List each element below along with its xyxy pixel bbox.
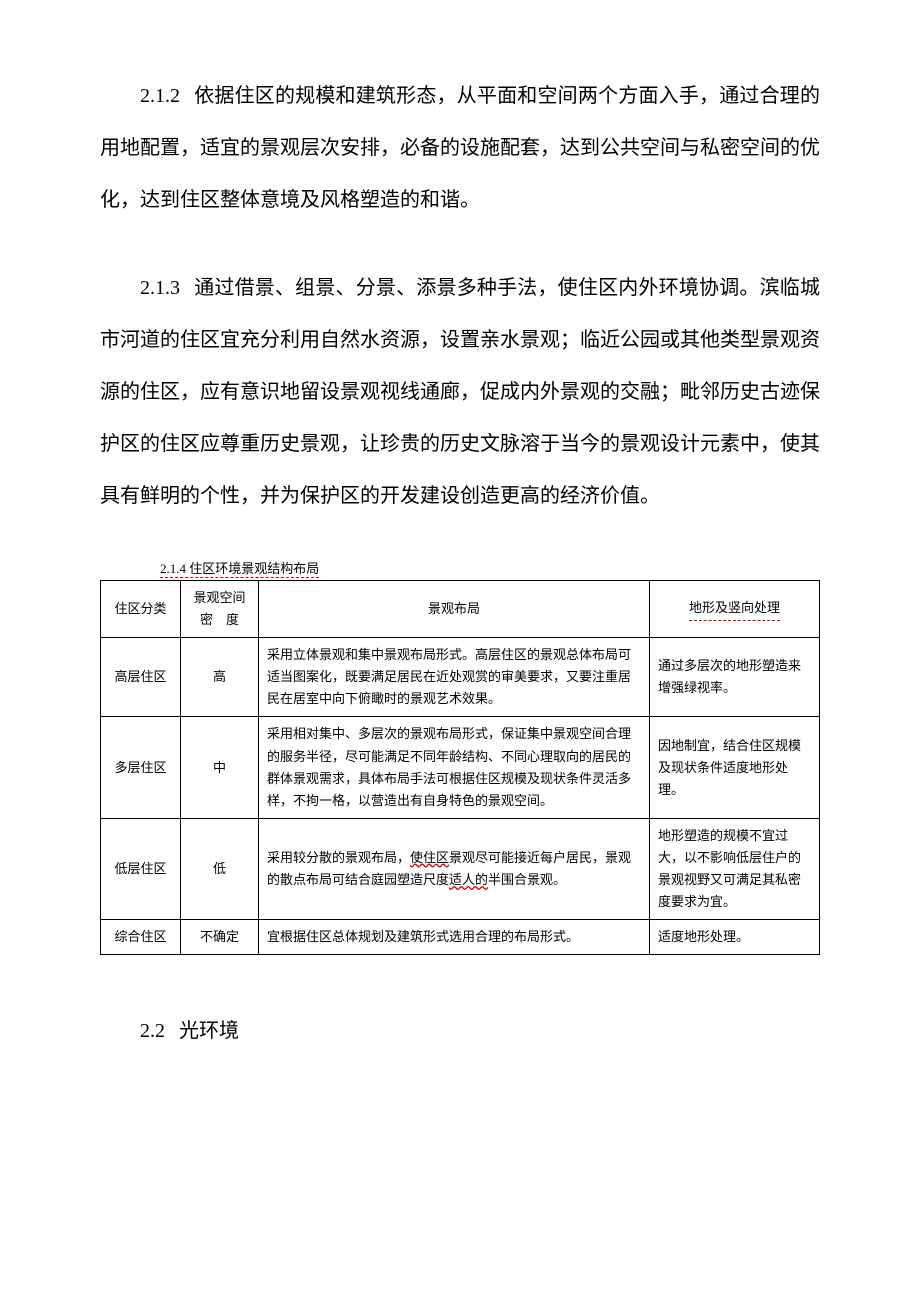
table-cell: 高层住区 bbox=[101, 638, 181, 717]
table-cell: 采用较分散的景观布局，使住区景观尽可能接近每户居民，景观的散点布局可结合庭园塑造… bbox=[259, 818, 650, 919]
table-cell: 中 bbox=[181, 717, 259, 818]
table-header: 地形及竖向处理 bbox=[650, 581, 820, 638]
paragraph-2-1-2: 2.1.2依据住区的规模和建筑形态，从平面和空间两个方面入手，通过合理的用地配置… bbox=[100, 70, 820, 226]
table-row: 综合住区 不确定 宜根据住区总体规划及建筑形式选用合理的布局形式。 适度地形处理… bbox=[101, 920, 820, 955]
table-cell: 适度地形处理。 bbox=[650, 920, 820, 955]
paragraph-text: 依据住区的规模和建筑形态，从平面和空间两个方面入手，通过合理的用地配置，适宜的景… bbox=[100, 85, 820, 211]
table-cell: 地形塑造的规模不宜过大，以不影响低层住户的景观视野又可满足其私密度要求为宜。 bbox=[650, 818, 820, 919]
table-header: 景观空间 密 度 bbox=[181, 581, 259, 638]
table-row: 多层住区 中 采用相对集中、多层次的景观布局形式，保证集中景观空间合理的服务半径… bbox=[101, 717, 820, 818]
section-title: 光环境 bbox=[179, 1020, 239, 1042]
paragraph-2-1-3: 2.1.3通过借景、组景、分景、添景多种手法，使住区内外环境协调。滨临城市河道的… bbox=[100, 262, 820, 522]
table-header: 住区分类 bbox=[101, 581, 181, 638]
table-cell: 多层住区 bbox=[101, 717, 181, 818]
table-cell: 宜根据住区总体规划及建筑形式选用合理的布局形式。 bbox=[259, 920, 650, 955]
table-header: 景观布局 bbox=[259, 581, 650, 638]
table-cell: 因地制宜，结合住区规模及现状条件适度地形处理。 bbox=[650, 717, 820, 818]
paragraph-text: 通过借景、组景、分景、添景多种手法，使住区内外环境协调。滨临城市河道的住区宜充分… bbox=[100, 277, 820, 507]
table-cell: 采用立体景观和集中景观布局形式。高层住区的景观总体布局可适当图案化，既要满足居民… bbox=[259, 638, 650, 717]
table-cell: 采用相对集中、多层次的景观布局形式，保证集中景观空间合理的服务半径，尽可能满足不… bbox=[259, 717, 650, 818]
landscape-layout-table: 住区分类 景观空间 密 度 景观布局 地形及竖向处理 高层住区 高 采用立体景观… bbox=[100, 580, 820, 955]
table-header-row: 住区分类 景观空间 密 度 景观布局 地形及竖向处理 bbox=[101, 581, 820, 638]
table-cell: 高 bbox=[181, 638, 259, 717]
section-heading-2-2: 2.2 光环境 bbox=[100, 1005, 820, 1057]
table-cell: 低层住区 bbox=[101, 818, 181, 919]
section-number: 2.1.2 bbox=[140, 85, 180, 107]
table-row: 高层住区 高 采用立体景观和集中景观布局形式。高层住区的景观总体布局可适当图案化… bbox=[101, 638, 820, 717]
table-cell: 低 bbox=[181, 818, 259, 919]
table-section: 2.1.4 住区环境景观结构布局 住区分类 景观空间 密 度 景观布局 地形及竖… bbox=[100, 558, 820, 955]
section-number: 2.1.3 bbox=[140, 277, 180, 299]
table-cell: 不确定 bbox=[181, 920, 259, 955]
section-number: 2.2 bbox=[140, 1020, 165, 1042]
table-cell: 通过多层次的地形塑造来增强绿视率。 bbox=[650, 638, 820, 717]
table-title: 2.1.4 住区环境景观结构布局 bbox=[160, 558, 319, 578]
table-row: 低层住区 低 采用较分散的景观布局，使住区景观尽可能接近每户居民，景观的散点布局… bbox=[101, 818, 820, 919]
table-cell: 综合住区 bbox=[101, 920, 181, 955]
